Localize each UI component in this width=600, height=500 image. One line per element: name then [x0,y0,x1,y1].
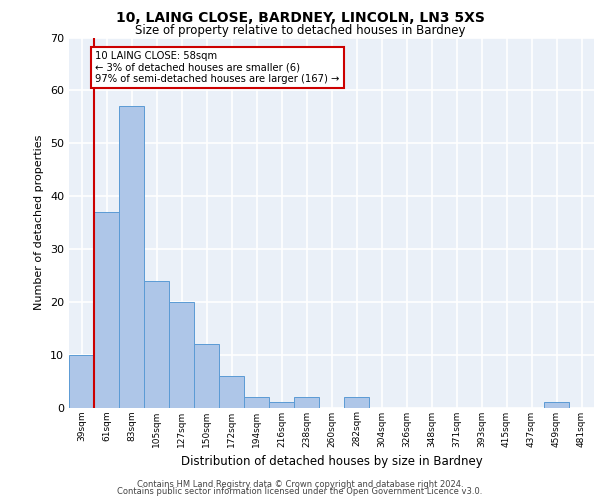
Bar [269,402,294,407]
Bar [544,402,569,407]
Text: Contains public sector information licensed under the Open Government Licence v3: Contains public sector information licen… [118,488,482,496]
Text: 10, LAING CLOSE, BARDNEY, LINCOLN, LN3 5XS: 10, LAING CLOSE, BARDNEY, LINCOLN, LN3 5… [116,11,484,25]
Bar [344,397,369,407]
Bar [169,302,194,408]
Bar [194,344,219,408]
Text: Contains HM Land Registry data © Crown copyright and database right 2024.: Contains HM Land Registry data © Crown c… [137,480,463,489]
Bar [219,376,244,408]
X-axis label: Distribution of detached houses by size in Bardney: Distribution of detached houses by size … [181,455,482,468]
Bar [94,212,119,408]
Y-axis label: Number of detached properties: Number of detached properties [34,135,44,310]
Text: 10 LAING CLOSE: 58sqm
← 3% of detached houses are smaller (6)
97% of semi-detach: 10 LAING CLOSE: 58sqm ← 3% of detached h… [95,50,340,84]
Text: Size of property relative to detached houses in Bardney: Size of property relative to detached ho… [135,24,465,37]
Bar [69,354,94,408]
Bar [119,106,144,408]
Bar [294,397,319,407]
Bar [144,280,169,407]
Bar [244,397,269,407]
